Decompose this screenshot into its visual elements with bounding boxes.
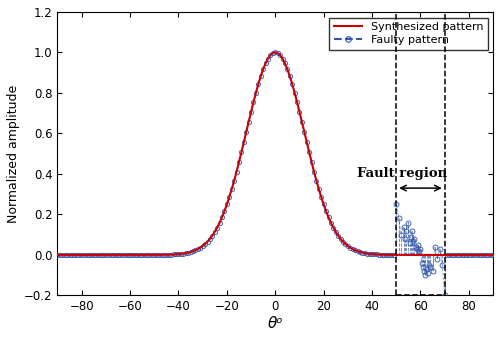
Text: Fault region: Fault region (357, 167, 447, 180)
Y-axis label: Normalized amplitude: Normalized amplitude (7, 84, 20, 223)
X-axis label: θᵒ: θᵒ (268, 316, 283, 331)
Legend: Synthesized pattern, Faulty pattern: Synthesized pattern, Faulty pattern (330, 18, 488, 50)
